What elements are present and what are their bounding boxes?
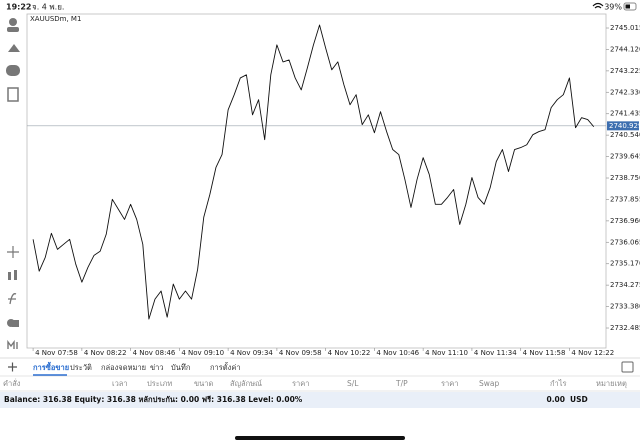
panel-tab[interactable]: บันทึก [171, 363, 190, 372]
new-order-icon[interactable] [7, 87, 19, 102]
y-tick-label: 2732.485 [610, 324, 640, 332]
battery-icon [623, 2, 637, 11]
timeframe-icon[interactable] [7, 339, 18, 349]
y-tick-label: 2741.435 [610, 110, 640, 118]
y-tick-label: 2737.855 [610, 195, 640, 203]
panel-tab[interactable]: ข่าว [150, 363, 164, 372]
x-tick-label: 4 Nov 07:58 [35, 349, 78, 357]
battery-level: 39% [604, 3, 622, 12]
chat-icon[interactable] [6, 65, 20, 76]
column-header: สัญลักษณ์ [230, 379, 262, 388]
chart-title: XAUUSDm, M1 [30, 15, 81, 23]
x-tick-label: 4 Nov 12:22 [571, 349, 614, 357]
column-header: S/L [347, 379, 359, 388]
price-label: 2740.929 [609, 122, 640, 130]
panel-tab[interactable]: กล่องจดหมาย [101, 363, 146, 372]
y-tick-label: 2735.170 [610, 260, 640, 268]
y-tick-label: 2742.330 [610, 88, 640, 96]
column-header: ราคา [441, 379, 458, 388]
function-icon[interactable] [8, 293, 17, 305]
y-tick-label: 2740.540 [610, 131, 640, 139]
column-header: หมายเหตุ [596, 379, 627, 388]
column-header: T/P [395, 379, 408, 388]
home-indicator [235, 436, 405, 440]
column-header: Swap [479, 379, 499, 388]
chart-frame [26, 13, 607, 349]
panel-menu-icon[interactable] [621, 361, 634, 373]
indicator-icon[interactable] [8, 272, 11, 280]
x-tick-label: 4 Nov 08:46 [133, 349, 176, 357]
add-button[interactable] [8, 362, 17, 372]
panel-tab[interactable]: การตั้งค่า [210, 362, 241, 372]
account-icon-base [7, 27, 19, 32]
account-icon[interactable] [9, 18, 17, 26]
battery-fill [625, 4, 630, 9]
column-header: ราคา [292, 379, 309, 388]
panel-tab[interactable]: ประวัติ [70, 363, 92, 372]
y-tick-label: 2733.380 [610, 303, 640, 311]
x-tick-label: 4 Nov 10:22 [328, 349, 371, 357]
column-header: คำสั่ง [3, 378, 21, 388]
x-tick-label: 4 Nov 10:46 [376, 349, 419, 357]
column-header: เวลา [112, 379, 128, 388]
y-tick-label: 2736.065 [610, 238, 640, 246]
balance-row [0, 392, 640, 408]
column-header: กำไร [550, 379, 567, 388]
column-header: ขนาด [194, 379, 213, 388]
x-tick-label: 4 Nov 09:10 [181, 349, 224, 357]
panel-tab[interactable]: การซื้อขาย [33, 361, 69, 372]
x-tick-label: 4 Nov 11:10 [425, 349, 468, 357]
y-tick-label: 2734.275 [610, 281, 640, 289]
trade-icon[interactable] [8, 44, 20, 52]
x-tick-label: 4 Nov 11:34 [474, 349, 517, 357]
y-tick-label: 2739.645 [610, 153, 640, 161]
price-label-box [607, 121, 639, 131]
profit-total: 0.00 [546, 395, 565, 404]
price-series [32, 24, 595, 320]
x-tick-label: 4 Nov 08:22 [84, 349, 127, 357]
column-header: ประเภท [147, 379, 172, 388]
indicator-icon-bar [14, 270, 17, 280]
wifi-icon [592, 2, 604, 9]
crosshair-icon[interactable] [7, 246, 19, 258]
x-tick-label: 4 Nov 09:58 [279, 349, 322, 357]
y-tick-label: 2745.015 [610, 24, 640, 32]
balance-text: Balance: 316.38 Equity: 316.38 หลักประกั… [4, 395, 303, 404]
objects-icon-square [12, 320, 19, 327]
x-tick-label: 4 Nov 11:58 [523, 349, 566, 357]
y-tick-label: 2738.750 [610, 174, 640, 182]
status-time: 19:22 [6, 3, 31, 12]
y-tick-label: 2743.225 [610, 67, 640, 75]
x-tick-label: 4 Nov 09:34 [230, 349, 273, 357]
y-tick-label: 2736.960 [610, 217, 640, 225]
toolbar [6, 18, 20, 349]
currency: USD [570, 395, 588, 404]
y-tick-label: 2744.120 [610, 45, 640, 53]
status-date: จ. 4 พ.ย. [32, 3, 64, 12]
